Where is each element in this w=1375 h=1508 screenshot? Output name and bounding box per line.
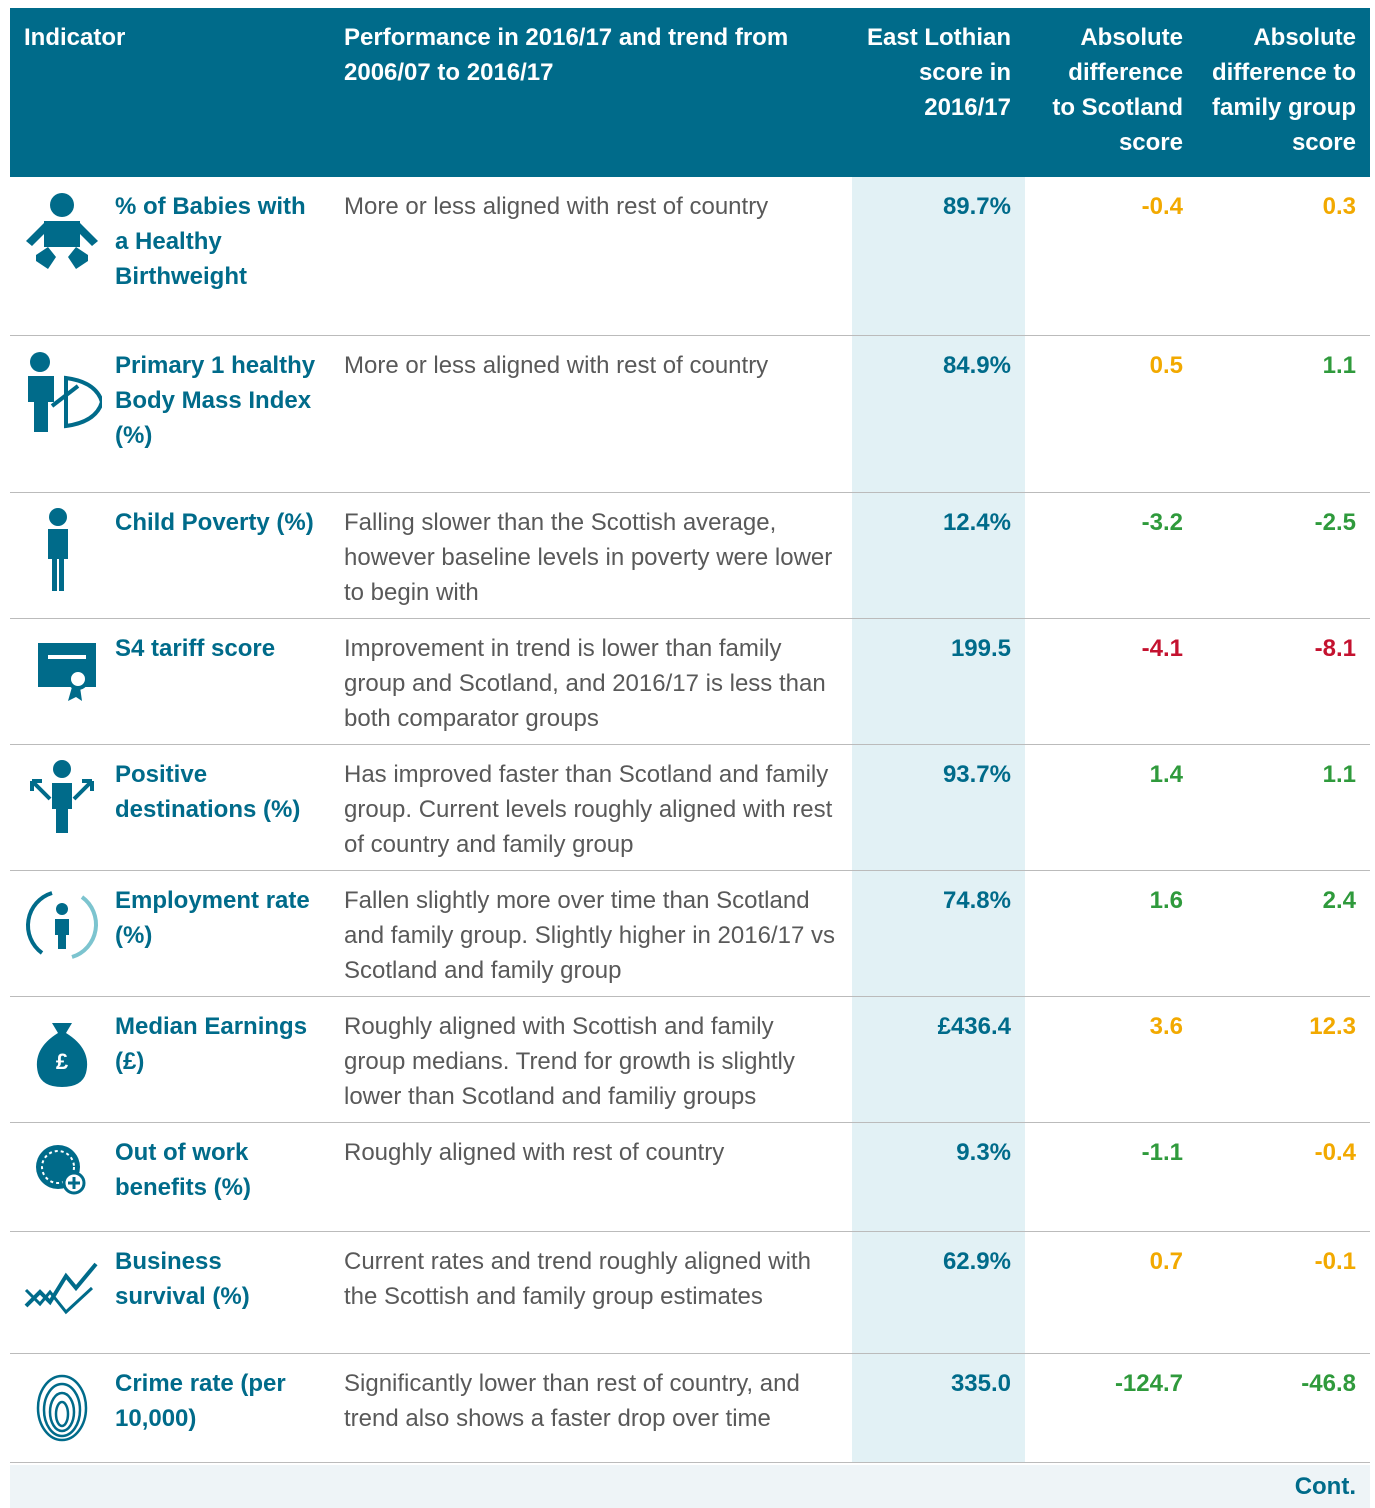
performance: Roughly aligned with rest of country [330,1122,852,1232]
table-body: % of Babies with a Healthy Birthweight Mo… [10,177,1370,1463]
table-row: Child Poverty (%) Falling slower than the… [10,492,1370,619]
header-cell: East Lothian score in 2016/17 [852,8,1025,177]
table-wrap: Indicator Performance in 2016/17 and tre… [10,8,1370,1508]
family-diff: -2.5 [1197,492,1370,619]
family-diff: -8.1 [1197,618,1370,745]
performance: Roughly aligned with Scottish and family… [330,996,852,1123]
score: 12.4% [852,492,1025,619]
header-cell: Absolute difference to family group scor… [1197,8,1370,177]
table-row: £ Median Earnings (£) Roughly aligned with… [10,996,1370,1123]
footer: Cont. [10,1464,1370,1508]
indicator: Median Earnings (£) [115,996,330,1123]
family-diff: 1.1 [1197,744,1370,871]
performance: Significantly lower than rest of country… [330,1353,852,1463]
family-diff: 1.1 [1197,335,1370,493]
table-row: Primary 1 healthy Body Mass Index (%) Mor… [10,335,1370,493]
score: 199.5 [852,618,1025,745]
icon-cell [10,1353,115,1463]
family-diff: -0.1 [1197,1231,1370,1354]
scotland-diff: -4.1 [1025,618,1197,745]
indicator-icon [26,890,98,959]
family-diff: -0.4 [1197,1122,1370,1232]
indicator-icon [36,1374,88,1441]
icon-cell [10,870,115,997]
header-cell: Indicator [10,8,330,177]
family-diff: 2.4 [1197,870,1370,997]
performance: Falling slower than the Scottish average… [330,492,852,619]
indicator-icon [24,1262,98,1314]
icon-cell [10,1122,115,1232]
table-row: S4 tariff score Improvement in trend is l… [10,618,1370,745]
family-diff: -46.8 [1197,1353,1370,1463]
indicator: % of Babies with a Healthy Birthweight [115,177,330,336]
scotland-diff: -1.1 [1025,1122,1197,1232]
indicator-table: Indicator Performance in 2016/17 and tre… [10,8,1370,1463]
icon-cell [10,177,115,336]
indicator-icon [38,642,96,701]
family-diff: 0.3 [1197,177,1370,336]
icon-cell [10,744,115,871]
indicator-icon [26,193,98,269]
indicator-icon [36,1144,86,1194]
indicator-icon [28,351,105,432]
performance: More or less aligned with rest of countr… [330,335,852,493]
scotland-diff: 3.6 [1025,996,1197,1123]
scotland-diff: 1.4 [1025,744,1197,871]
score: 62.9% [852,1231,1025,1354]
performance: Fallen slightly more over time than Scot… [330,870,852,997]
performance: Has improved faster than Scotland and fa… [330,744,852,871]
indicator: Primary 1 healthy Body Mass Index (%) [115,335,330,493]
table-row: Employment rate (%) Fallen slightly more … [10,870,1370,997]
score: 9.3% [852,1122,1025,1232]
score: 84.9% [852,335,1025,493]
icon-cell [10,492,115,619]
performance: Current rates and trend roughly aligned … [330,1231,852,1354]
indicator: Employment rate (%) [115,870,330,997]
indicator: S4 tariff score [115,618,330,745]
svg-text:£: £ [56,1049,69,1074]
scotland-diff: -3.2 [1025,492,1197,619]
scotland-diff: 1.6 [1025,870,1197,997]
table-row: % of Babies with a Healthy Birthweight Mo… [10,177,1370,336]
score: £436.4 [852,996,1025,1123]
indicator: Positive destinations (%) [115,744,330,871]
indicator: Out of work benefits (%) [115,1122,330,1232]
icon-cell [10,1231,115,1354]
family-diff: 12.3 [1197,996,1370,1123]
header-cell: Absolute difference to Scotland score [1025,8,1197,177]
scotland-diff: 0.5 [1025,335,1197,493]
header-row: Indicator Performance in 2016/17 and tre… [10,8,1370,177]
icon-cell: £ [10,996,115,1123]
table-row: Out of work benefits (%) Roughly aligned … [10,1122,1370,1232]
indicator-icon [30,759,94,833]
scotland-diff: -124.7 [1025,1353,1197,1463]
score: 89.7% [852,177,1025,336]
table-row: Positive destinations (%) Has improved fa… [10,744,1370,871]
icon-cell [10,618,115,745]
indicator: Child Poverty (%) [115,492,330,619]
scotland-diff: 0.7 [1025,1231,1197,1354]
table-row: Crime rate (per 10,000) Significantly low… [10,1353,1370,1463]
table-row: Business survival (%) Current rates and t… [10,1231,1370,1354]
icon-cell [10,335,115,493]
indicator: Crime rate (per 10,000) [115,1353,330,1463]
score: 74.8% [852,870,1025,997]
indicator: Business survival (%) [115,1231,330,1354]
performance: Improvement in trend is lower than famil… [330,618,852,745]
performance: More or less aligned with rest of countr… [330,177,852,336]
indicator-icon [48,507,68,591]
scotland-diff: -0.4 [1025,177,1197,336]
indicator-icon: £ [36,1022,88,1087]
score: 93.7% [852,744,1025,871]
score: 335.0 [852,1353,1025,1463]
header-cell: Performance in 2016/17 and trend from 20… [330,8,852,177]
